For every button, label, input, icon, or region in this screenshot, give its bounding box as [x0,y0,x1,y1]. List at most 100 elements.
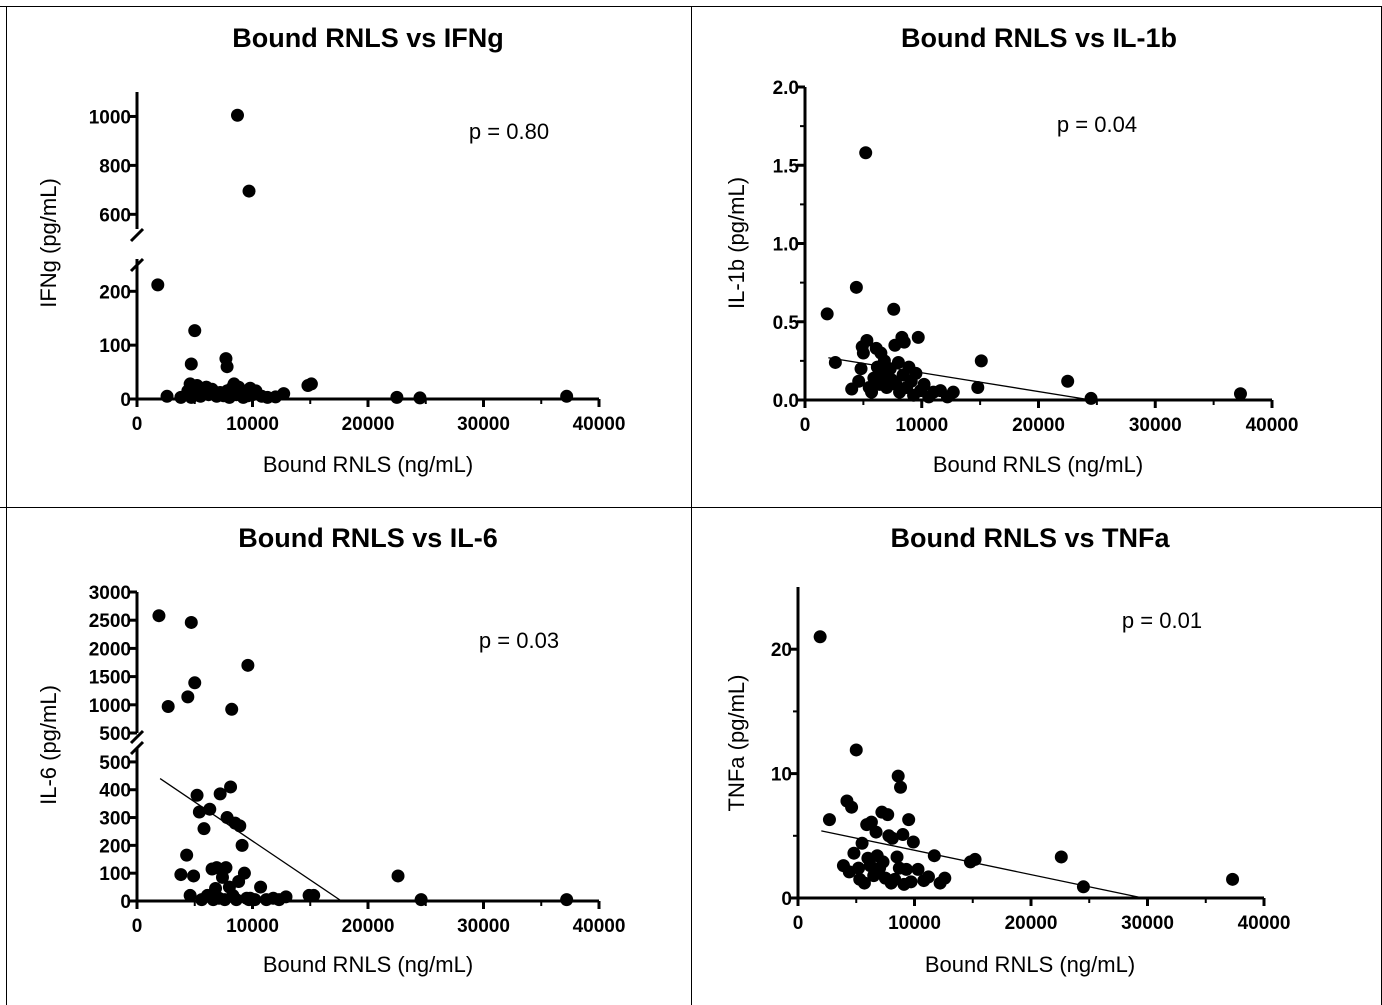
data-point [192,805,206,819]
panel-il6: Bound RNLS vs IL-6 p = 0.03 Bound RNLS (… [36,523,625,977]
data-point [390,390,404,404]
panel-ifng: Bound RNLS vs IFNg p = 0.80 Bound RNLS (… [36,23,625,477]
y-tick-label: 600 [99,205,131,226]
y-tick-label: 2000 [89,639,131,660]
x-tick-label: 10000 [895,415,948,436]
data-point [180,848,194,862]
data-point [865,385,879,399]
data-point [852,374,866,388]
x-tick-label: 10000 [888,913,941,934]
data-point [852,861,866,875]
x-axis-label: Bound RNLS (ng/mL) [933,452,1143,477]
data-point [885,831,899,845]
data-point [391,869,405,883]
chart-title: Bound RNLS vs IL-6 [238,523,498,553]
data-point [845,800,859,814]
x-tick-label: 30000 [1121,913,1174,934]
y-tick-label: 800 [99,156,131,177]
y-tick-label: 2.0 [773,78,799,99]
y-tick-label: 3000 [89,583,131,604]
data-point [184,615,198,629]
data-point [187,869,201,883]
data-point [902,813,916,827]
data-point [847,846,861,860]
data-point [237,866,251,880]
data-point [891,769,905,783]
x-tick-label: 20000 [1012,415,1065,436]
data-point [849,743,863,757]
panel-il1b: Bound RNLS vs IL-1b p = 0.04 Bound RNLS … [724,23,1298,477]
data-point [1061,374,1075,388]
axis-break-mark [129,227,145,243]
data-point [181,690,195,704]
data-point [909,366,923,380]
data-point [857,876,871,890]
x-tick-label: 20000 [1005,913,1058,934]
y-tick-label: 400 [99,781,131,802]
data-point [854,362,868,376]
y-tick-label: 200 [99,282,131,303]
data-point [188,676,202,690]
data-point [822,813,836,827]
data-point [233,819,247,833]
x-axis-label: Bound RNLS (ng/mL) [263,952,473,977]
x-tick-label: 10000 [226,414,279,435]
y-tick-label: 20 [771,640,792,661]
x-tick-label: 40000 [573,916,626,937]
p-value-annotation: p = 0.03 [479,628,559,653]
data-point [946,385,960,399]
x-axis-label: Bound RNLS (ng/mL) [925,952,1135,977]
data-point [899,862,913,876]
y-tick-label: 1.0 [773,235,799,256]
data-point [897,335,911,349]
chart-title: Bound RNLS vs IL-1b [901,23,1177,53]
p-value-annotation: p = 0.01 [1122,608,1202,633]
y-tick-label: 1000 [89,107,131,128]
data-point [304,377,318,391]
y-tick-label: 0.5 [773,313,800,334]
x-tick-label: 0 [132,916,143,937]
y-tick-label: 1000 [89,696,131,717]
y-tick-label: 500 [99,724,131,745]
data-point [413,391,427,405]
data-point [560,389,574,403]
data-point [203,802,217,816]
data-point [974,354,988,368]
axis-break-mark [129,729,145,745]
y-tick-label: 200 [99,836,131,857]
data-point [197,822,211,836]
y-tick-label: 100 [99,864,131,885]
data-point [881,808,895,822]
data-points [813,630,1240,894]
y-tick-label: 2500 [89,611,131,632]
x-tick-label: 20000 [342,916,395,937]
data-point [279,890,293,904]
data-point [828,355,842,369]
y-tick-label: 300 [99,809,131,830]
axis-break-mark [129,740,145,756]
data-point [917,377,931,391]
data-points [820,146,1247,405]
data-point [183,888,197,902]
data-point [161,699,175,713]
data-point [906,835,920,849]
p-value-annotation: p = 0.04 [1057,112,1137,137]
data-point [220,360,234,374]
x-tick-label: 40000 [1238,913,1291,934]
x-tick-label: 20000 [342,414,395,435]
data-point [813,630,827,644]
data-point [213,787,227,801]
data-point [225,702,239,716]
x-tick-label: 30000 [457,414,510,435]
data-point [911,330,925,344]
x-tick-label: 40000 [1246,415,1299,436]
panel-tnfa: Bound RNLS vs TNFa p = 0.01 Bound RNLS (… [724,523,1290,977]
data-points [152,609,574,907]
data-point [560,893,574,907]
data-point [896,828,910,842]
data-point [860,334,874,348]
data-point [855,836,869,850]
x-tick-label: 40000 [573,414,626,435]
x-tick-label: 0 [132,414,143,435]
